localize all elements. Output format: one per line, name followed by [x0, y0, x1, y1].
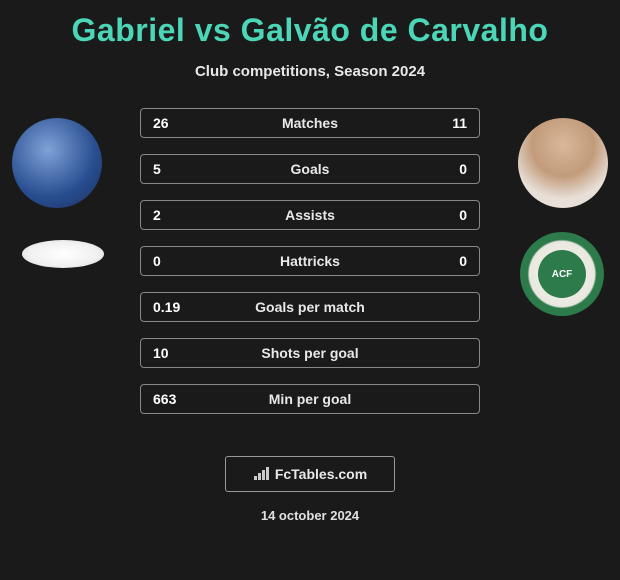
- stats-rows: 26 Matches 11 5 Goals 0 2 Assists 0 0 Ha…: [140, 108, 480, 430]
- stat-left-value: 26: [153, 115, 169, 131]
- stat-label: Goals: [141, 161, 479, 177]
- club-right-badge-text: ACF: [538, 250, 586, 298]
- stat-row: 26 Matches 11: [140, 108, 480, 138]
- stat-left-value: 663: [153, 391, 176, 407]
- stat-right-value: 0: [459, 207, 467, 223]
- stat-row: 0.19 Goals per match: [140, 292, 480, 322]
- stat-left-value: 10: [153, 345, 169, 361]
- stat-right-value: 0: [459, 253, 467, 269]
- stat-label: Hattricks: [141, 253, 479, 269]
- player-right-avatar: [518, 118, 608, 208]
- brand-footer[interactable]: FcTables.com: [225, 456, 395, 492]
- stat-row: 663 Min per goal: [140, 384, 480, 414]
- footer-date: 14 october 2024: [0, 508, 620, 523]
- stat-row: 0 Hattricks 0: [140, 246, 480, 276]
- stat-right-value: 0: [459, 161, 467, 177]
- club-right-logo: ACF: [520, 232, 604, 316]
- stat-row: 2 Assists 0: [140, 200, 480, 230]
- chart-icon: [253, 467, 271, 481]
- page-title: Gabriel vs Galvão de Carvalho: [0, 0, 620, 49]
- club-left-logo: [22, 240, 104, 268]
- stat-left-value: 5: [153, 161, 161, 177]
- stat-label: Matches: [141, 115, 479, 131]
- brand-name: FcTables.com: [275, 466, 367, 482]
- stat-left-value: 0: [153, 253, 161, 269]
- comparison-area: ACF 26 Matches 11 5 Goals 0 2 Assists 0 …: [0, 108, 620, 438]
- stat-label: Shots per goal: [141, 345, 479, 361]
- stat-right-value: 11: [452, 115, 467, 131]
- stat-row: 10 Shots per goal: [140, 338, 480, 368]
- stat-row: 5 Goals 0: [140, 154, 480, 184]
- page-subtitle: Club competitions, Season 2024: [0, 63, 620, 80]
- stat-left-value: 2: [153, 207, 161, 223]
- stat-label: Assists: [141, 207, 479, 223]
- stat-left-value: 0.19: [153, 299, 180, 315]
- player-left-avatar: [12, 118, 102, 208]
- stat-label: Goals per match: [141, 299, 479, 315]
- stat-label: Min per goal: [141, 391, 479, 407]
